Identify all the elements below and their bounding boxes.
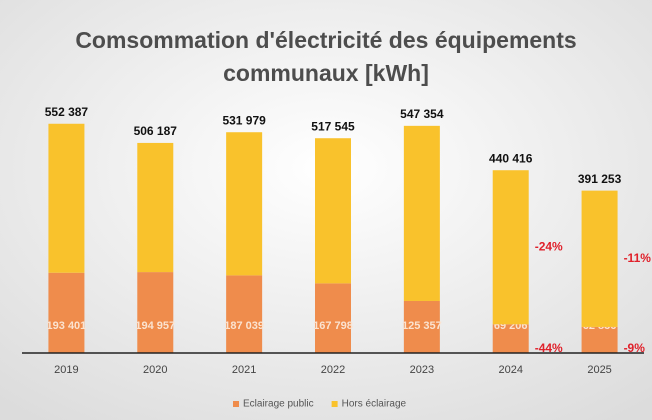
bar-segment xyxy=(581,326,618,353)
bar-segment xyxy=(48,123,85,273)
data-label: 194 957 xyxy=(135,320,175,332)
bar-segment xyxy=(48,272,85,353)
bar-segment xyxy=(581,190,618,327)
bar-segment xyxy=(137,272,174,353)
data-label: 125 357 xyxy=(402,320,442,332)
bar-segment xyxy=(315,283,351,353)
total-label: 517 545 xyxy=(311,119,355,133)
bar-segment xyxy=(226,132,263,276)
total-label: 391 253 xyxy=(578,172,622,186)
annotation: -44% xyxy=(535,341,563,355)
bar-segment xyxy=(226,275,263,353)
annotation: -11% xyxy=(624,251,652,265)
legend-label: Hors éclairage xyxy=(342,399,407,410)
x-tick-label: 2020 xyxy=(143,364,167,376)
bar-segment xyxy=(492,324,529,353)
total-label: 547 354 xyxy=(400,107,444,121)
chart-title: communaux [kWh] xyxy=(223,60,429,86)
bar-segment xyxy=(137,142,174,273)
data-label: 187 039 xyxy=(224,320,264,332)
x-tick-label: 2024 xyxy=(498,364,522,376)
chart-title: Comsommation d'électricité des équipemen… xyxy=(75,27,576,53)
total-label: 506 187 xyxy=(134,124,178,138)
x-tick-label: 2022 xyxy=(321,364,345,376)
total-label: 552 387 xyxy=(45,105,89,119)
bar-segment xyxy=(315,138,351,284)
annotation: -9% xyxy=(624,341,646,355)
x-tick-label: 2023 xyxy=(410,364,434,376)
total-label: 531 979 xyxy=(222,113,266,127)
x-tick-label: 2021 xyxy=(232,364,256,376)
total-label: 440 416 xyxy=(489,151,533,165)
x-tick-label: 2025 xyxy=(587,364,611,376)
bar-segment xyxy=(403,125,440,301)
data-label: 193 401 xyxy=(47,320,87,332)
x-tick-label: 2019 xyxy=(54,364,78,376)
legend-swatch xyxy=(331,401,338,407)
annotation: -24% xyxy=(535,239,563,253)
legend-swatch xyxy=(233,401,239,407)
bar-segment xyxy=(403,300,440,353)
legend-label: Eclairage public xyxy=(243,399,314,410)
data-label: 167 798 xyxy=(313,320,353,332)
bar-segment xyxy=(492,170,529,325)
